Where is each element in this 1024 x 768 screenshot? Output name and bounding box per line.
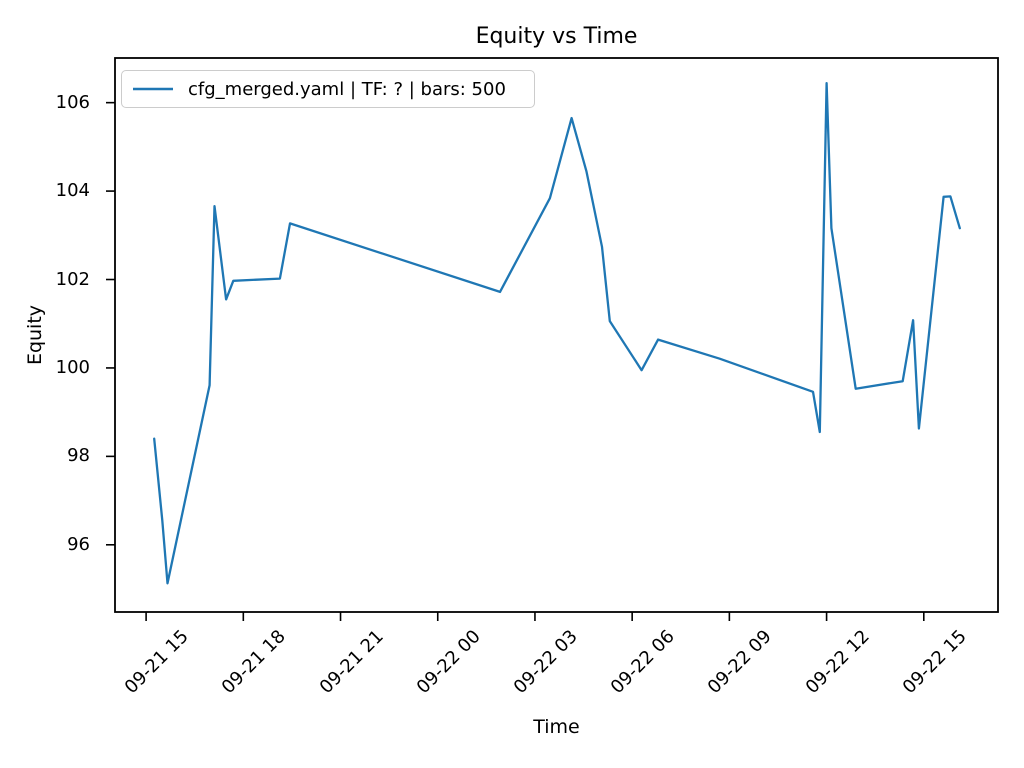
x-axis-label: Time bbox=[533, 716, 580, 738]
y-tick-label: 102 bbox=[55, 268, 90, 290]
legend-label: cfg_merged.yaml | TF: ? | bars: 500 bbox=[188, 78, 506, 100]
y-tick-label: 104 bbox=[55, 180, 90, 202]
y-tick-label: 98 bbox=[67, 445, 90, 467]
equity-line bbox=[153, 82, 961, 585]
y-tick-label: 100 bbox=[55, 356, 90, 378]
chart-title: Equity vs Time bbox=[475, 24, 638, 49]
legend: cfg_merged.yaml | TF: ? | bars: 500 bbox=[121, 70, 535, 108]
legend-line-icon bbox=[133, 87, 173, 91]
axes-frame bbox=[114, 57, 999, 613]
y-tick-label: 96 bbox=[67, 533, 90, 555]
y-axis-label: Equity bbox=[24, 304, 46, 366]
y-tick-label: 106 bbox=[55, 91, 90, 113]
